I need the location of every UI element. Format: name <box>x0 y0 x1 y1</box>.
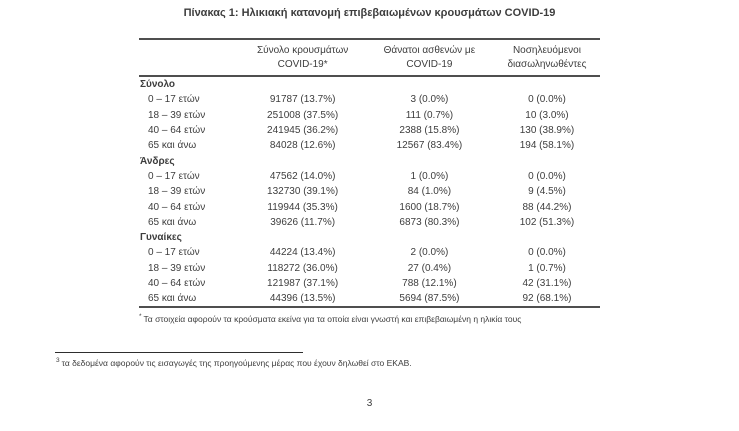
cell-deaths: 6873 (80.3%) <box>399 216 460 228</box>
table-row: 65 και άνω 44396 (13.5%) 5694 (87.5%) 92… <box>139 291 600 306</box>
column-header-line: COVID-19 <box>406 59 453 70</box>
table-row: 0 – 17 ετών 47562 (14.0%) 1 (0.0%) 0 (0.… <box>139 169 600 184</box>
row-label: 65 και άνω <box>148 216 197 228</box>
cell-cases: 241945 (36.2%) <box>267 125 339 137</box>
table-row: 65 και άνω 39626 (11.7%) 6873 (80.3%) 10… <box>139 215 600 230</box>
section-label: Σύνολο <box>140 79 176 91</box>
section-label: Γυναίκες <box>140 232 182 244</box>
cell-deaths: 111 (0.7%) <box>405 109 454 121</box>
cell-cases: 84028 (12.6%) <box>269 140 336 152</box>
column-header-line: Σύνολο κρουσμάτων <box>257 45 349 56</box>
cell-intubated: 1 (0.7%) <box>528 262 566 274</box>
footnote-text: Τα στοιχεία αφορούν τα κρούσματα εκείνα … <box>143 314 522 325</box>
cell-cases: 47562 (14.0%) <box>269 170 336 182</box>
page-footnote-text: τα δεδομένα αφορούν τις εισαγωγές της πρ… <box>61 357 412 368</box>
table-footnote: * Τα στοιχεία αφορούν τα κρούσματα εκείνα… <box>139 311 600 325</box>
cell-deaths: 2 (0.0%) <box>410 247 449 259</box>
row-label: 65 και άνω <box>148 293 197 305</box>
column-header-empty <box>139 44 240 72</box>
cell-deaths: 1600 (18.7%) <box>399 201 460 213</box>
cell-cases: 132730 (39.1%) <box>267 186 339 198</box>
page-footnote-marker: 3 <box>56 357 60 364</box>
footnote-marker: * <box>139 313 142 321</box>
row-label: 18 – 39 ετών <box>148 186 206 198</box>
data-table: Σύνολο κρουσμάτων COVID-19* Θάνατοι ασθε… <box>139 38 600 309</box>
column-header-cases: Σύνολο κρουσμάτων COVID-19* <box>240 44 364 72</box>
cell-cases: 39626 (11.7%) <box>270 216 336 228</box>
row-label: 0 – 17 ετών <box>148 94 200 106</box>
cell-intubated: 88 (44.2%) <box>522 201 572 213</box>
cell-intubated: 9 (4.5%) <box>528 186 566 198</box>
table-row: 0 – 17 ετών 91787 (13.7%) 3 (0.0%) 0 (0.… <box>139 92 600 107</box>
table-row: 18 – 39 ετών 251008 (37.5%) 111 (0.7%) 1… <box>139 108 600 123</box>
cell-intubated: 0 (0.0%) <box>528 247 566 259</box>
cell-deaths: 84 (1.0%) <box>407 186 452 198</box>
section-header-row: Γυναίκες <box>139 230 600 245</box>
row-label: 18 – 39 ετών <box>148 109 206 121</box>
cell-cases: 118272 (36.0%) <box>267 262 338 274</box>
cell-intubated: 102 (51.3%) <box>519 216 575 228</box>
cell-cases: 119944 (35.3%) <box>267 201 338 213</box>
table-container: Πίνακας 1: Ηλικιακή κατανομή επιβεβαιωμέ… <box>139 6 600 325</box>
row-label: 65 και άνω <box>148 140 197 152</box>
cell-deaths: 1 (0.0%) <box>410 170 449 182</box>
row-label: 18 – 39 ετών <box>148 262 206 274</box>
table-row: 40 – 64 ετών 241945 (36.2%) 2388 (15.8%)… <box>139 123 600 138</box>
table-row: 40 – 64 ετών 121987 (37.1%) 788 (12.1%) … <box>139 276 600 291</box>
cell-cases: 121987 (37.1%) <box>267 278 339 289</box>
footnote-separator <box>55 352 303 353</box>
table-title: Πίνακας 1: Ηλικιακή κατανομή επιβεβαιωμέ… <box>183 7 556 19</box>
cell-cases: 44396 (13.5%) <box>269 293 336 305</box>
cell-cases: 251008 (37.5%) <box>267 109 339 121</box>
row-label: 0 – 17 ετών <box>148 170 200 182</box>
column-header-intubated: Νοσηλευόμενοι διασωληνωθέντες <box>494 44 600 72</box>
row-label: 40 – 64 ετών <box>148 201 206 213</box>
cell-deaths: 12567 (83.4%) <box>396 140 463 152</box>
cell-intubated: 194 (58.1%) <box>519 140 575 152</box>
cell-intubated: 130 (38.9%) <box>519 125 575 137</box>
table-row: 18 – 39 ετών 118272 (36.0%) 27 (0.4%) 1 … <box>139 261 600 276</box>
page-footnote: 3 τα δεδομένα αφορούν τις εισαγωγές της π… <box>56 357 412 368</box>
cell-cases: 44224 (13.4%) <box>269 247 336 259</box>
cell-intubated: 92 (68.1%) <box>522 293 572 305</box>
table-row: 65 και άνω 84028 (12.6%) 12567 (83.4%) 1… <box>139 138 600 153</box>
section-header-row: Σύνολο <box>139 77 600 92</box>
cell-intubated: 0 (0.0%) <box>528 170 566 182</box>
table-header: Σύνολο κρουσμάτων COVID-19* Θάνατοι ασθε… <box>139 40 600 77</box>
cell-intubated: 10 (3.0%) <box>525 109 569 121</box>
table-row: 18 – 39 ετών 132730 (39.1%) 84 (1.0%) 9 … <box>139 184 600 199</box>
section-header-row: Άνδρες <box>139 153 600 168</box>
cell-deaths: 3 (0.0%) <box>410 94 449 106</box>
cell-cases: 91787 (13.7%) <box>269 94 336 106</box>
page-number: 3 <box>366 398 373 409</box>
column-header-line: Νοσηλευόμενοι <box>512 45 581 56</box>
cell-intubated: 0 (0.0%) <box>528 94 566 106</box>
cell-deaths: 788 (12.1%) <box>402 278 457 289</box>
row-label: 40 – 64 ετών <box>148 125 206 137</box>
cell-deaths: 27 (0.4%) <box>407 262 452 274</box>
cell-deaths: 5694 (87.5%) <box>399 293 460 305</box>
column-header-line: Θάνατοι ασθενών με <box>383 45 476 56</box>
table-row: 0 – 17 ετών 44224 (13.4%) 2 (0.0%) 0 (0.… <box>139 245 600 260</box>
cell-deaths: 2388 (15.8%) <box>399 125 460 137</box>
section-label: Άνδρες <box>140 155 175 167</box>
table-row: 40 – 64 ετών 119944 (35.3%) 1600 (18.7%)… <box>139 199 600 214</box>
row-label: 40 – 64 ετών <box>148 278 206 289</box>
column-header-line: COVID-19* <box>277 59 328 70</box>
row-label: 0 – 17 ετών <box>148 247 200 259</box>
column-header-deaths: Θάνατοι ασθενών με COVID-19 <box>365 44 494 72</box>
cell-intubated: 42 (31.1%) <box>522 278 572 289</box>
column-header-line: διασωληνωθέντες <box>507 59 587 70</box>
